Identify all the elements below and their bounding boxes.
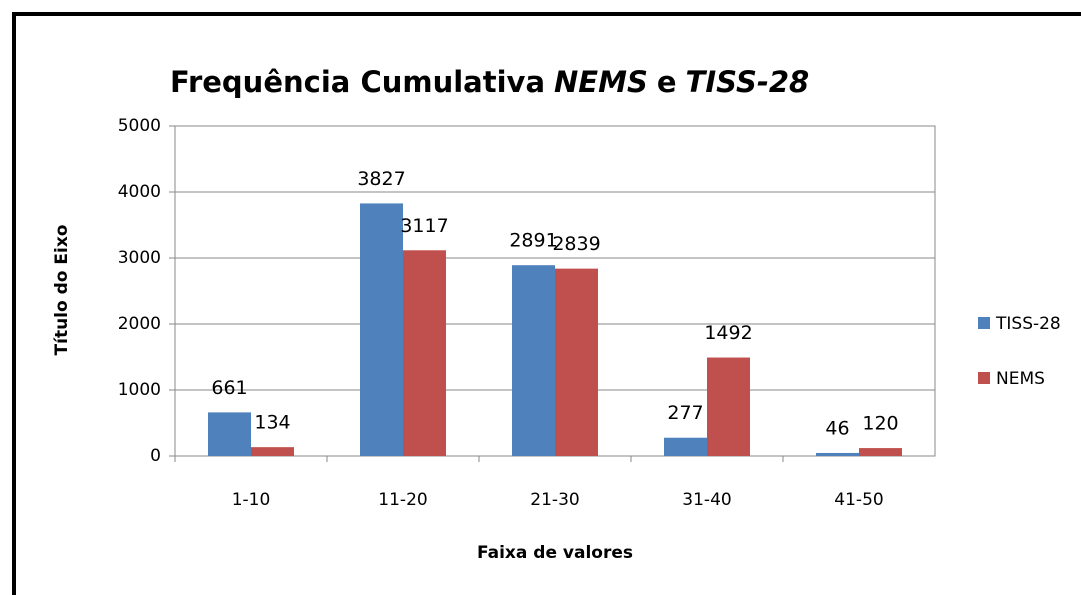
legend-label: TISS-28	[995, 314, 1061, 334]
value-label: 1492	[704, 322, 752, 344]
y-axis-label: Título do Eixo	[52, 225, 72, 356]
bar	[208, 412, 251, 456]
x-axis-label: Faixa de valores	[477, 543, 633, 563]
value-label: 134	[254, 412, 290, 434]
bar	[859, 448, 902, 456]
value-label: 3117	[400, 215, 448, 237]
title-part: TISS-28	[686, 65, 810, 99]
y-tick-label: 3000	[118, 248, 161, 268]
bar	[512, 265, 555, 456]
bar	[664, 437, 707, 456]
bar	[251, 447, 294, 456]
frame	[12, 12, 1081, 595]
title-part: e	[657, 65, 677, 99]
bar	[360, 203, 403, 456]
value-label: 2891	[509, 230, 557, 252]
bar	[403, 250, 446, 456]
legend-swatch	[978, 372, 990, 384]
chart-title: Frequência Cumulativa NEMS e TISS-28	[170, 65, 809, 99]
value-label: 2839	[552, 233, 600, 255]
y-tick-label: 2000	[118, 314, 161, 334]
value-label: 120	[862, 413, 898, 435]
x-tick-label: 21-30	[530, 490, 579, 510]
x-tick-label: 11-20	[378, 490, 427, 510]
bar	[555, 268, 598, 456]
value-label: 277	[667, 402, 703, 424]
title-part: Frequência Cumulativa	[170, 65, 545, 99]
x-tick-label: 31-40	[682, 490, 731, 510]
y-tick-label: 0	[150, 446, 161, 466]
legend-swatch	[978, 317, 990, 329]
title-part: NEMS	[554, 65, 648, 99]
value-label: 3827	[357, 168, 405, 190]
x-tick-label: 41-50	[834, 490, 883, 510]
bar	[707, 357, 750, 456]
legend-label: NEMS	[996, 369, 1045, 389]
bar	[816, 452, 859, 456]
x-tick-label: 1-10	[232, 490, 271, 510]
value-label: 661	[211, 377, 247, 399]
y-tick-label: 5000	[118, 116, 161, 136]
y-tick-label: 4000	[118, 182, 161, 202]
value-label: 46	[825, 417, 849, 439]
y-tick-label: 1000	[118, 380, 161, 400]
